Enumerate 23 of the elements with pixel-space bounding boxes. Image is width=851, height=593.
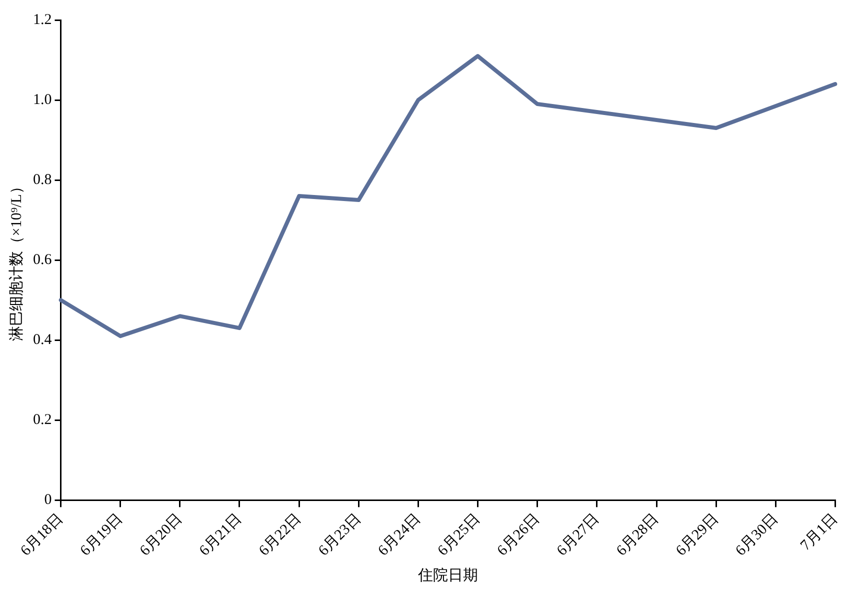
y-tick-label: 0.6 [33, 252, 52, 268]
x-tick-label: 6月22日 [256, 510, 305, 560]
y-tick-label: 1.0 [33, 92, 52, 108]
x-tick-label: 6月26日 [494, 510, 543, 560]
x-tick-label: 6月27日 [554, 510, 603, 560]
x-tick-label: 6月28日 [614, 510, 662, 560]
y-tick-label: 0 [44, 492, 52, 508]
x-tick-label: 6月25日 [434, 510, 484, 560]
x-tick-label: 6月29日 [673, 510, 722, 560]
y-tick-label: 0.8 [33, 172, 52, 188]
x-tick-label: 6月21日 [196, 510, 246, 560]
x-tick-label: 6月19日 [78, 510, 126, 560]
x-tick-label: 6月24日 [375, 510, 424, 560]
y-tick-label: 1.2 [33, 12, 52, 28]
x-tick-label: 7月1日 [798, 510, 841, 554]
y-axis-title: 淋巴细胞计数（×10⁹/L） [8, 179, 25, 342]
y-tick-label: 0.2 [33, 412, 52, 428]
x-tick-label: 6月20日 [137, 510, 186, 560]
x-tick-label: 6月23日 [316, 510, 364, 560]
x-tick-label: 6月30日 [732, 510, 782, 560]
x-tick-label: 6月18日 [18, 510, 66, 560]
x-axis-title: 住院日期 [417, 566, 478, 584]
y-tick-label: 0.4 [33, 332, 52, 348]
